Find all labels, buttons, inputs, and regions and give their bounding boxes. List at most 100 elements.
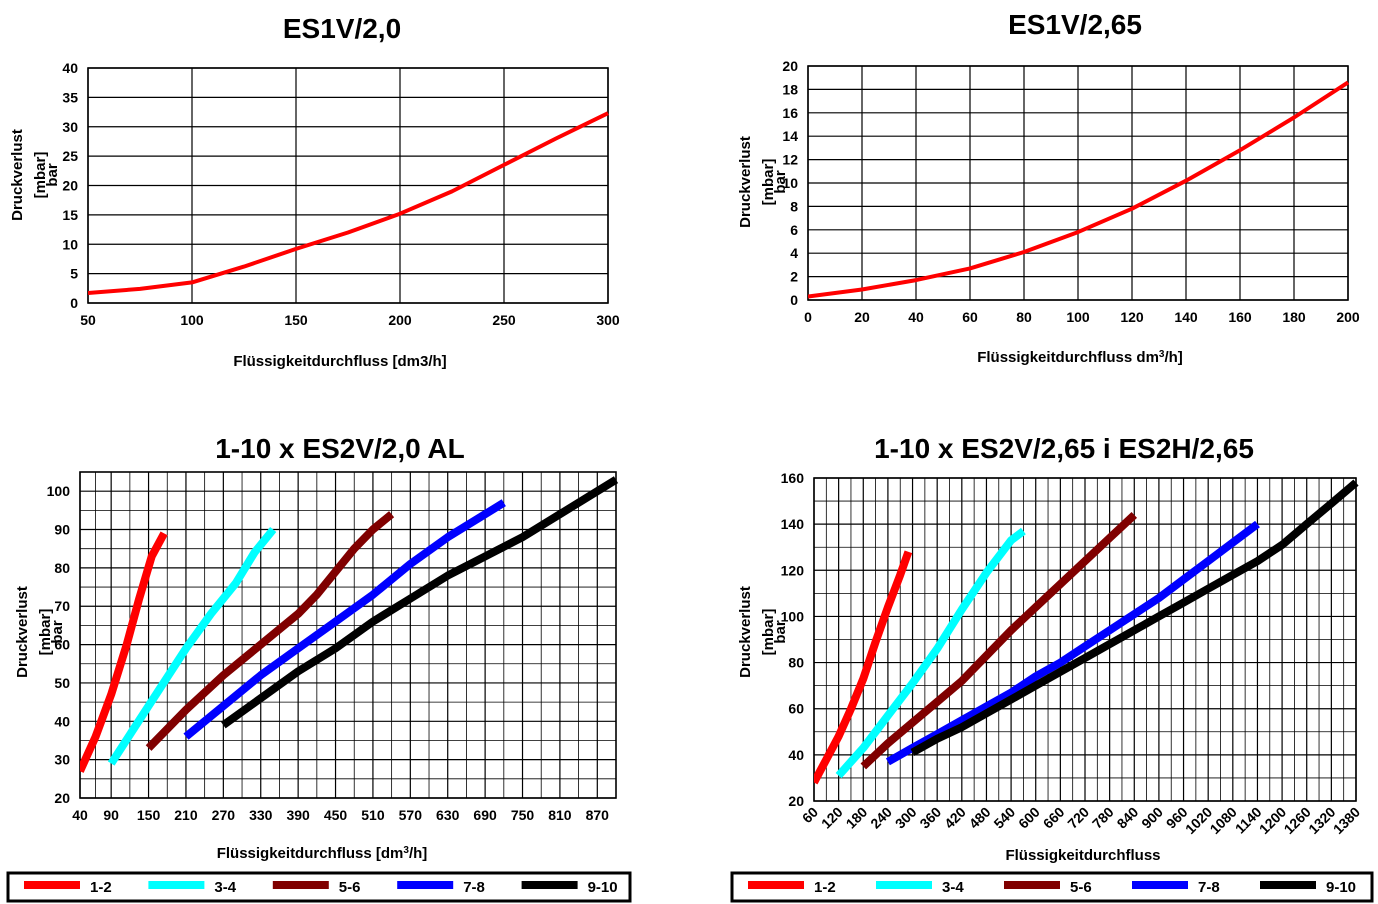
y-tick-label: 20 [54,790,70,806]
series-line-1-2 [814,550,913,785]
y-tick-label: 20 [62,178,78,194]
x-tick-label: 1080 [1207,804,1240,837]
x-tick-label: 1140 [1232,804,1265,837]
chart-title: ES1V/2,65 [1008,9,1142,40]
y-tick-label: 80 [54,560,70,576]
x-tick-label: 250 [492,312,516,328]
y-tick-label: 10 [62,236,78,252]
y-axis-label: Druckverlust [9,129,26,221]
legend-label-1-2: 1-2 [814,879,836,896]
y-tick-label: 0 [790,292,798,308]
y-tick-label: 40 [54,713,70,729]
chart-title: 1-10 x ES2V/2,65 i ES2H/2,65 [874,433,1254,464]
legend-label-7-8: 7-8 [463,879,485,896]
x-tick-label: 1260 [1281,804,1314,837]
plot-frame [807,65,1349,301]
series-line-5-6 [860,511,1138,770]
y-axis-label: Druckverlust [14,586,31,678]
y-tick-label: 120 [781,562,805,578]
x-tick-label: 510 [361,807,385,823]
chart-title: 1-10 x ES2V/2,0 AL [215,433,465,464]
chart-panel-2: ES1V/2,65 0 20 40 60 80 100 120 140 160 180 200 0 2 4 6… [737,9,1360,366]
series-line-3-4 [835,527,1026,779]
x-tick-label: 840 [1114,804,1142,832]
x-tick-label: 270 [212,807,236,823]
y-tick-label: 140 [781,516,805,532]
legend: 1-2 3-4 5-6 7-8 9-10 [6,871,632,903]
y-tick-label: 20 [782,58,798,74]
y-tick-label: 8 [790,198,798,214]
x-tick-label: 870 [586,807,610,823]
x-tick-label: 180 [1282,309,1306,325]
y-tick-label: 100 [47,483,71,499]
x-tick-label: 390 [286,807,310,823]
x-tick-label: 600 [1015,804,1043,832]
x-axis-label: Flüssigkeitdurchfluss [1005,847,1160,864]
legend-label-3-4: 3-4 [942,879,964,896]
x-tick-label: 780 [1089,804,1117,832]
y-tick-label: 14 [782,128,798,144]
y-axis-unit: [mbar] [760,609,777,656]
y-axis-label: Druckverlust [737,586,754,678]
x-tick-label: 420 [941,804,969,832]
x-tick-label: 0 [804,309,812,325]
x-tick-label: 300 [596,312,620,328]
legend-label-1-2: 1-2 [90,879,112,896]
x-tick-label: 300 [892,804,920,832]
x-tick-label: 100 [1066,309,1090,325]
y-tick-label: 40 [62,60,78,76]
series-line-1 [808,80,1350,299]
chart-panel-1: ES1V/2,0 50 100 150 200 250 300 0 5 10 15 20 25 30 35 4… [9,13,620,370]
legend-label-7-8: 7-8 [1198,879,1220,896]
x-tick-label: 570 [399,807,423,823]
y-axis-unit-overlap: bar [44,163,61,187]
y-tick-label: 25 [62,148,78,164]
chart-title: ES1V/2,0 [283,13,401,44]
plot-frame [813,477,1357,802]
x-tick-label: 160 [1228,309,1252,325]
y-tick-label: 60 [54,637,70,653]
y-tick-label: 18 [782,81,798,97]
legend: 1-2 3-4 5-6 7-8 9-10 [730,871,1374,903]
y-tick-label: 16 [782,105,798,121]
y-tick-label: 30 [54,752,70,768]
x-tick-label: 120 [818,804,846,832]
x-tick-label: 1320 [1305,804,1338,837]
y-tick-label: 50 [54,675,70,691]
x-tick-label: 210 [174,807,198,823]
x-axis-label: Flüssigkeitdurchfluss dm3/h] [977,349,1183,367]
x-tick-label: 360 [916,804,944,832]
x-tick-label: 40 [72,807,88,823]
y-tick-label: 100 [781,608,805,624]
x-tick-label: 120 [1120,309,1144,325]
y-tick-label: 2 [790,269,798,285]
series-line-7-8 [885,520,1260,766]
plot-frame [79,471,617,799]
x-tick-label: 50 [80,312,96,328]
x-tick-label: 450 [324,807,348,823]
x-tick-label: 150 [284,312,308,328]
y-tick-label: 20 [788,793,804,809]
x-tick-label: 810 [548,807,572,823]
x-tick-label: 540 [990,804,1018,832]
x-tick-label: 90 [103,807,119,823]
x-tick-label: 100 [180,312,204,328]
y-tick-label: 10 [782,175,798,191]
y-axis-unit-overlap: bar [772,170,789,194]
x-axis-label: Flüssigkeitdurchfluss [dm3/h] [233,353,446,370]
y-tick-label: 6 [790,222,798,238]
y-tick-label: 4 [790,245,798,261]
y-tick-label: 15 [62,207,78,223]
legend-label-9-10: 9-10 [1326,879,1356,896]
series-line-9-10 [910,479,1359,756]
series-line-1-2 [80,531,168,773]
x-tick-label: 40 [908,309,924,325]
x-tick-label: 1380 [1330,804,1363,837]
chart-panel-4: 1-10 x ES2V/2,65 i ES2H/2,65601201802403… [730,433,1374,903]
x-tick-label: 690 [473,807,497,823]
y-tick-label: 80 [788,655,804,671]
y-axis-unit-overlap: bar [49,620,66,644]
y-tick-label: 70 [54,598,70,614]
plot-frame [87,67,609,304]
x-tick-label: 200 [388,312,412,328]
